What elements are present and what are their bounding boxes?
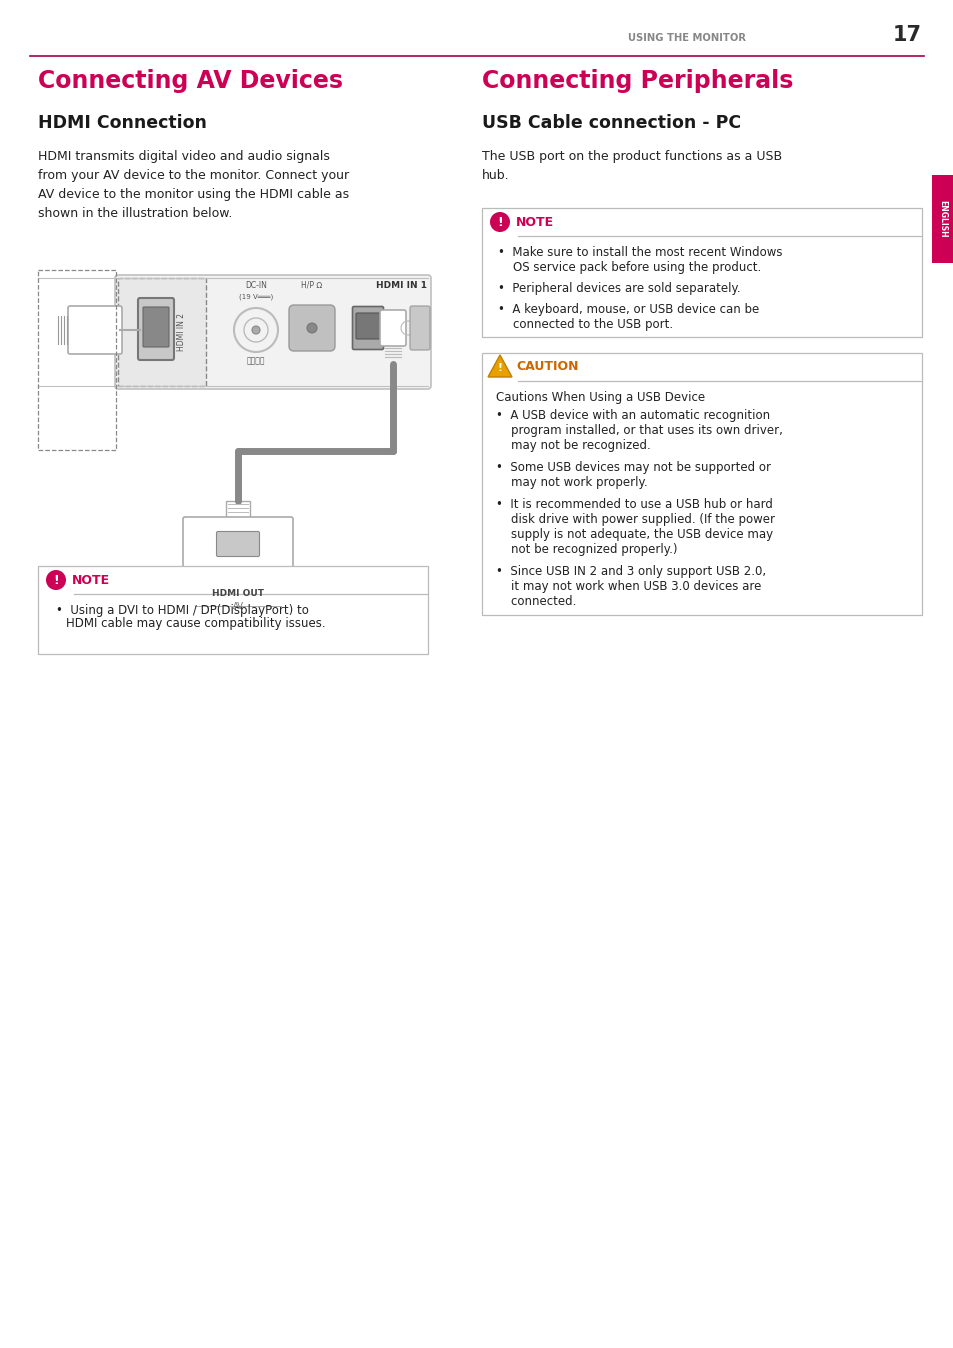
FancyBboxPatch shape xyxy=(355,313,379,338)
Text: •  Peripheral devices are sold separately.: • Peripheral devices are sold separately… xyxy=(497,282,740,295)
Text: HDMI IN 2: HDMI IN 2 xyxy=(177,313,186,350)
Text: The USB port on the product functions as a USB
hub.: The USB port on the product functions as… xyxy=(481,150,781,182)
Text: !: ! xyxy=(497,363,502,373)
Text: may not work properly.: may not work properly. xyxy=(496,476,647,489)
Text: it may not work when USB 3.0 devices are: it may not work when USB 3.0 devices are xyxy=(496,580,760,593)
Text: Connecting Peripherals: Connecting Peripherals xyxy=(481,69,793,93)
Text: program installed, or that uses its own driver,: program installed, or that uses its own … xyxy=(496,425,782,437)
Text: may not be recognized.: may not be recognized. xyxy=(496,439,650,452)
Text: HDMI transmits digital video and audio signals
from your AV device to the monito: HDMI transmits digital video and audio s… xyxy=(38,150,349,220)
FancyBboxPatch shape xyxy=(118,278,206,386)
Text: CAUTION: CAUTION xyxy=(516,360,578,373)
Text: (19 V═══): (19 V═══) xyxy=(238,294,273,301)
Text: HDMI OUT: HDMI OUT xyxy=(212,589,264,599)
Text: •  Since USB IN 2 and 3 only support USB 2.0,: • Since USB IN 2 and 3 only support USB … xyxy=(496,565,765,578)
Text: !: ! xyxy=(53,573,59,586)
Text: OS service pack before using the product.: OS service pack before using the product… xyxy=(497,262,760,274)
Text: NOTE: NOTE xyxy=(516,216,554,229)
FancyBboxPatch shape xyxy=(38,566,428,654)
Text: •  Some USB devices may not be supported or: • Some USB devices may not be supported … xyxy=(496,461,770,474)
Circle shape xyxy=(307,324,316,333)
Text: 電源輸入: 電源輸入 xyxy=(247,356,265,365)
Text: Cautions When Using a USB Device: Cautions When Using a USB Device xyxy=(496,391,704,404)
Text: Connecting AV Devices: Connecting AV Devices xyxy=(38,69,343,93)
Text: connected.: connected. xyxy=(496,594,576,608)
Text: connected to the USB port.: connected to the USB port. xyxy=(497,318,673,332)
FancyBboxPatch shape xyxy=(481,208,921,337)
Text: disk drive with power supplied. (If the power: disk drive with power supplied. (If the … xyxy=(496,514,774,526)
Text: USB Cable connection - PC: USB Cable connection - PC xyxy=(481,115,740,132)
Text: •  A keyboard, mouse, or USB device can be: • A keyboard, mouse, or USB device can b… xyxy=(497,303,759,315)
Circle shape xyxy=(252,326,260,334)
Text: •  Make sure to install the most recent Windows: • Make sure to install the most recent W… xyxy=(497,245,781,259)
FancyBboxPatch shape xyxy=(289,305,335,350)
Text: H/P Ω: H/P Ω xyxy=(301,280,322,290)
FancyBboxPatch shape xyxy=(143,307,169,346)
Text: HDMI IN 1: HDMI IN 1 xyxy=(375,280,427,290)
FancyBboxPatch shape xyxy=(183,518,293,586)
FancyBboxPatch shape xyxy=(216,531,259,557)
Text: •  A USB device with an automatic recognition: • A USB device with an automatic recogni… xyxy=(496,408,769,422)
Text: 17: 17 xyxy=(892,26,921,44)
FancyBboxPatch shape xyxy=(68,306,122,355)
FancyBboxPatch shape xyxy=(138,298,173,360)
FancyBboxPatch shape xyxy=(379,310,406,346)
Text: HDMI cable may cause compatibility issues.: HDMI cable may cause compatibility issue… xyxy=(66,617,325,630)
FancyBboxPatch shape xyxy=(115,275,431,390)
Text: supply is not adequate, the USB device may: supply is not adequate, the USB device m… xyxy=(496,528,772,541)
Circle shape xyxy=(490,212,510,232)
Text: •  It is recommended to use a USB hub or hard: • It is recommended to use a USB hub or … xyxy=(496,497,772,511)
FancyBboxPatch shape xyxy=(410,306,430,350)
Text: •  Using a DVI to HDMI / DP(DisplayPort) to: • Using a DVI to HDMI / DP(DisplayPort) … xyxy=(56,604,309,617)
Polygon shape xyxy=(488,355,512,377)
Text: AV: AV xyxy=(233,603,243,611)
Text: USING THE MONITOR: USING THE MONITOR xyxy=(627,32,745,43)
FancyBboxPatch shape xyxy=(226,501,250,519)
FancyBboxPatch shape xyxy=(352,306,383,349)
Text: not be recognized properly.): not be recognized properly.) xyxy=(496,543,677,555)
Text: NOTE: NOTE xyxy=(71,573,110,586)
Circle shape xyxy=(46,570,66,590)
Text: HDMI Connection: HDMI Connection xyxy=(38,115,207,132)
FancyBboxPatch shape xyxy=(931,175,953,263)
Text: !: ! xyxy=(497,216,502,229)
FancyBboxPatch shape xyxy=(481,353,921,615)
Text: ENGLISH: ENGLISH xyxy=(938,201,946,237)
Text: DC-IN: DC-IN xyxy=(245,280,267,290)
